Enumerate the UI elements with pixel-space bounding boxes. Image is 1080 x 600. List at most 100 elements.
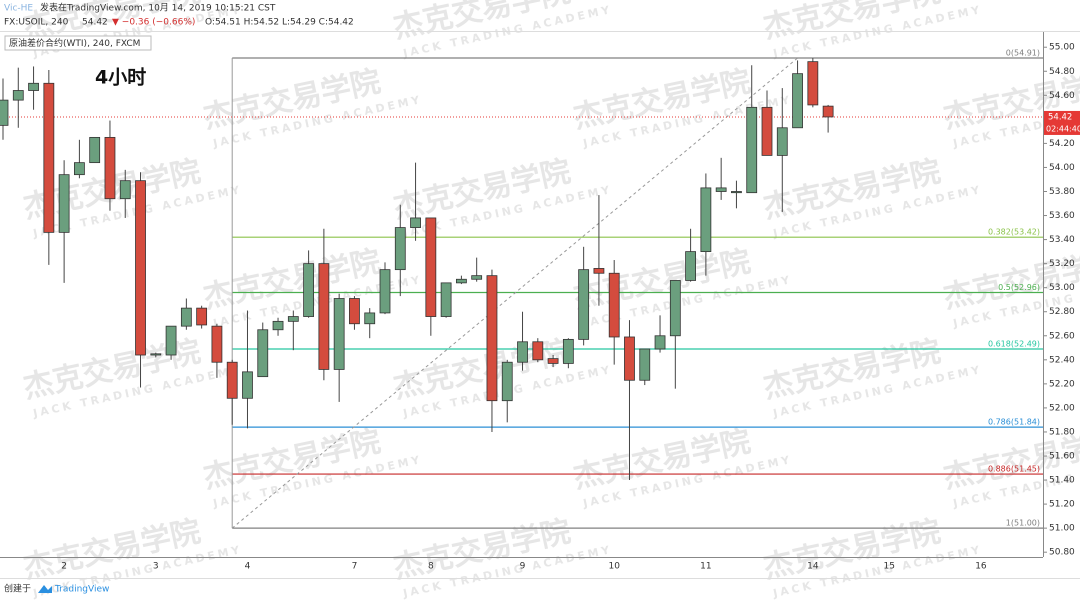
x-tick-label: 11 xyxy=(700,562,711,572)
candle-body xyxy=(471,275,483,280)
candle-body xyxy=(547,358,559,364)
candle-body xyxy=(410,217,421,228)
annotation: 4小时 xyxy=(95,67,146,89)
candle-body xyxy=(608,272,620,338)
candle-body xyxy=(196,307,208,326)
x-tick-label: 8 xyxy=(428,562,434,572)
symbol: FX:USOIL, 240 xyxy=(4,18,69,28)
fib-label: 0.5(52.96) xyxy=(998,283,1040,292)
candle-body xyxy=(28,82,39,91)
fib-label: 0(54.91) xyxy=(1006,49,1040,58)
y-tick-label: 51.80 xyxy=(1049,427,1075,437)
x-tick-label: 10 xyxy=(608,562,620,572)
y-tick-label: 52.20 xyxy=(1049,379,1075,389)
y-tick-label: 51.60 xyxy=(1049,452,1075,462)
brand-logo xyxy=(38,585,52,593)
last-price-box xyxy=(1044,110,1080,135)
candle-body xyxy=(165,325,177,356)
ohlc: O:54.51 H:54.52 L:54.29 C:54.42 xyxy=(205,18,354,28)
y-tick-label: 53.00 xyxy=(1049,283,1075,293)
y-tick-label: 51.00 xyxy=(1049,524,1075,534)
candle-body xyxy=(746,106,758,194)
candle-body xyxy=(501,361,513,402)
x-tick-label: 4 xyxy=(245,562,251,572)
candle-body xyxy=(776,127,788,156)
y-tick-label: 52.00 xyxy=(1049,403,1075,413)
candle-body xyxy=(119,180,131,200)
plot: 50.80 51.00 51.20 51.40 51.60 51.80 52.00 52.20… xyxy=(0,43,1080,572)
candle-body xyxy=(578,269,590,340)
candle-body xyxy=(333,298,345,370)
candle-body xyxy=(669,280,681,337)
candle-body xyxy=(12,90,24,101)
candle-body xyxy=(654,335,666,350)
candle-body xyxy=(822,105,834,118)
countdown: 02:44:40 xyxy=(1046,124,1080,133)
y-tick-label: 55.00 xyxy=(1049,43,1075,53)
candle-body xyxy=(89,136,101,164)
y-tick-label: 50.80 xyxy=(1049,548,1075,558)
candle-body xyxy=(761,106,773,156)
candle-body xyxy=(150,353,162,356)
candle-body xyxy=(211,325,223,363)
candle-body xyxy=(303,263,315,317)
candle-body xyxy=(379,269,391,314)
y-tick-label: 51.20 xyxy=(1049,500,1075,510)
candle-body xyxy=(425,217,437,317)
x-tick-label: 7 xyxy=(352,562,358,572)
x-tick-label: 2 xyxy=(61,562,67,572)
candle-body xyxy=(455,278,467,284)
candle-body xyxy=(715,187,727,192)
fib-trend-line xyxy=(231,57,798,529)
y-tick-label: 52.40 xyxy=(1049,355,1075,365)
y-tick-label: 54.80 xyxy=(1049,67,1075,77)
y-tick-label: 51.40 xyxy=(1049,476,1075,486)
footer-created: 创建于 xyxy=(4,583,31,595)
fib-label: 0.786(51.84) xyxy=(988,418,1040,427)
author: Vic-HE xyxy=(4,4,33,14)
candle-body xyxy=(731,191,742,194)
y-tick-label: 53.20 xyxy=(1049,259,1075,269)
last: 54.42 xyxy=(82,18,108,28)
candle-body xyxy=(272,320,284,331)
last-price-label: 54.42 xyxy=(1048,112,1072,122)
y-tick-label: 54.60 xyxy=(1049,91,1075,101)
y-tick-label: 53.60 xyxy=(1049,211,1075,221)
candle-body xyxy=(624,336,635,381)
candle-body xyxy=(593,268,605,274)
legend: 原油差价合约(WTI), 240, FXCM xyxy=(9,37,140,49)
candle-body xyxy=(440,282,452,317)
candle-body xyxy=(685,251,696,281)
candle-body xyxy=(532,341,544,361)
candle-body xyxy=(104,136,116,200)
candle-body xyxy=(318,263,330,370)
candle-body xyxy=(517,341,528,363)
candle-body xyxy=(135,180,146,356)
candle-body xyxy=(639,348,651,381)
y-tick-label: 53.80 xyxy=(1049,187,1075,197)
fib-label: 0.382(53.42) xyxy=(988,228,1040,237)
x-tick-label: 15 xyxy=(884,562,895,572)
published: 发表在TradingView.com, 10月 14, 2019 10:15:2… xyxy=(40,2,276,14)
x-tick-label: 16 xyxy=(975,562,987,572)
candle-body xyxy=(394,227,406,271)
candle-body xyxy=(700,187,712,253)
candle-body xyxy=(562,338,574,364)
fib-label: 0.618(52.49) xyxy=(988,339,1040,348)
y-tick-label: 52.60 xyxy=(1049,331,1075,341)
candle-body xyxy=(486,275,498,402)
y-tick-label: 53.40 xyxy=(1049,235,1075,245)
candle-body xyxy=(0,99,9,126)
